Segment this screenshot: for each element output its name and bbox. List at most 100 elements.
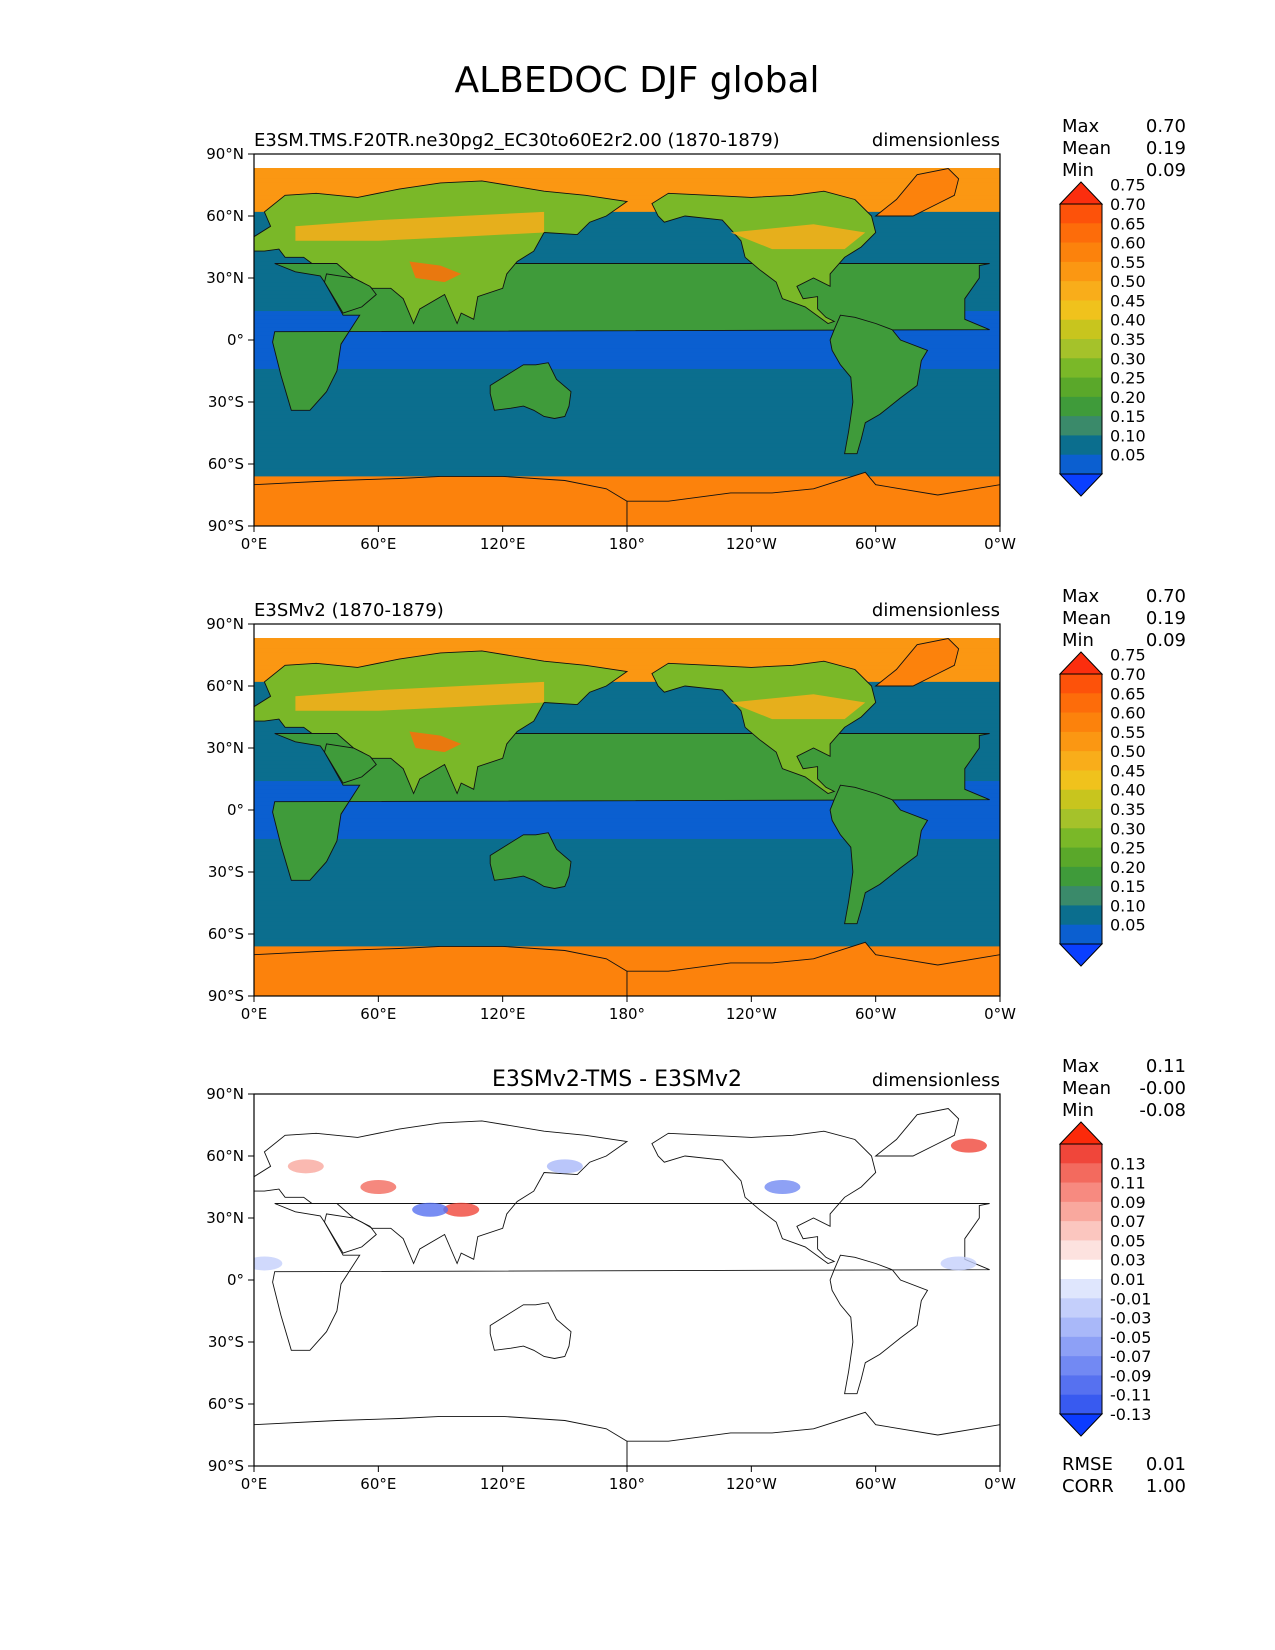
continent-greenland	[874, 638, 960, 687]
x-tick-label: 180°	[609, 535, 645, 553]
map-band	[254, 418, 1000, 424]
map-band	[254, 648, 1000, 654]
map-band	[254, 397, 1000, 403]
map-band	[254, 888, 1000, 894]
y-tick-label: 30°N	[206, 739, 244, 757]
map-band	[254, 368, 1000, 374]
x-tick-label: 120°E	[480, 1005, 526, 1023]
map-band	[254, 946, 1000, 952]
colorbar-frame	[1059, 203, 1103, 475]
map-band	[254, 406, 1000, 411]
continent-australia	[489, 362, 572, 419]
colorbar-tick-label: -0.11	[1110, 1386, 1151, 1405]
x-tick-label: 0°W	[984, 1005, 1016, 1023]
colorbar-tick-label: -0.01	[1110, 1289, 1151, 1308]
colorbar-tick-label: 0.60	[1110, 234, 1146, 253]
map-band	[254, 822, 1000, 828]
colorbar-bin	[1060, 300, 1102, 321]
map-band	[254, 644, 1000, 650]
colorbar-bin	[1060, 924, 1102, 945]
panel-title-center: E3SMv2-TMS - E3SMv2	[492, 1067, 742, 1092]
colorbar-tick-label: 0.07	[1110, 1212, 1146, 1231]
map-band	[254, 913, 1000, 919]
continent-north-america	[651, 1130, 877, 1265]
map-band	[254, 455, 1000, 461]
map-band	[254, 892, 1000, 898]
map-band	[254, 706, 1000, 712]
anomaly-patch	[764, 1180, 801, 1194]
map-band	[254, 360, 1000, 366]
extra-stat-label: CORR	[1062, 1476, 1114, 1497]
x-tick-label: 180°	[609, 1005, 645, 1023]
continent-arabia	[324, 1213, 377, 1254]
stat-label: Max	[1062, 1056, 1100, 1077]
stat-label: Mean	[1062, 138, 1111, 159]
stat-value: 0.70	[1146, 116, 1186, 137]
map-band	[254, 661, 1000, 666]
stat-value: 0.09	[1146, 630, 1186, 651]
colorbar-bin	[1060, 1375, 1102, 1396]
continent-antarctica-b	[626, 1411, 1000, 1466]
colorbar-bin	[1060, 1163, 1102, 1183]
colorbar-bin	[1060, 435, 1102, 456]
map-band	[254, 249, 1000, 254]
colorbar-tick-label: 0.09	[1110, 1193, 1146, 1212]
map-band	[254, 934, 1000, 939]
x-tick-label: 60°W	[855, 1005, 897, 1023]
x-tick-label: 0°W	[984, 1475, 1016, 1493]
x-tick-label: 120°W	[726, 1475, 777, 1493]
map-band	[254, 867, 1000, 873]
map-band	[254, 677, 1000, 683]
map-band	[254, 929, 1000, 935]
continent-antarctica-b	[626, 471, 1000, 526]
map-band	[254, 652, 1000, 658]
continent-antarctica-a	[254, 1415, 628, 1466]
continent-australia	[489, 832, 572, 889]
map-band	[254, 690, 1000, 695]
colorbar-tick-label: 0.55	[1110, 723, 1146, 742]
colorbar-tick-label: -0.07	[1110, 1347, 1151, 1366]
map-band	[254, 236, 1000, 242]
colorbar-bin	[1060, 223, 1102, 243]
x-tick-label: 120°W	[726, 1005, 777, 1023]
colorbar-bin	[1060, 1144, 1102, 1164]
colorbar-bin	[1060, 789, 1102, 810]
map-band	[254, 640, 1000, 646]
map-band	[254, 497, 1000, 502]
panel-test: 0°E 60°E 120°E 180° 120°W 60°W 0°W 90°N 60°N 30°N…	[206, 116, 1186, 553]
continent-greenland	[874, 168, 960, 217]
stat-value: 0.19	[1146, 138, 1186, 159]
colorbar-bin	[1060, 847, 1102, 868]
panel-units: dimensionless	[872, 1070, 1000, 1091]
continent-south-america	[829, 314, 929, 455]
map-band	[254, 855, 1000, 861]
map-band	[254, 451, 1000, 457]
map-band	[254, 385, 1000, 391]
map-field-test	[254, 154, 1000, 526]
figure-title: ALBEDOC DJF global	[454, 60, 819, 101]
colorbar-tick-label: 0.20	[1110, 858, 1146, 877]
map-band	[254, 182, 1000, 188]
x-tick-label: 120°E	[480, 535, 526, 553]
stat-label: Mean	[1062, 1078, 1111, 1099]
colorbar-bin	[1060, 377, 1102, 398]
map-band	[254, 954, 1000, 960]
map-band	[254, 958, 1000, 964]
x-tick-label: 0°E	[241, 1005, 268, 1023]
map-band	[254, 925, 1000, 931]
colorbar-tick-label: -0.13	[1110, 1405, 1151, 1424]
continent-antarctica-b	[626, 941, 1000, 996]
stat-label: Min	[1062, 160, 1094, 181]
map-band	[254, 723, 1000, 728]
panel-title-left: E3SMv2 (1870-1879)	[254, 600, 444, 621]
colorbar-bin	[1060, 1221, 1102, 1241]
colorbar-tick-label: -0.09	[1110, 1366, 1151, 1385]
colorbar-extend-bottom	[1058, 943, 1104, 967]
colorbar-tick-label: 0.60	[1110, 704, 1146, 723]
x-tick-label: 180°	[609, 1475, 645, 1493]
map-band	[254, 714, 1000, 720]
y-tick-label: 90°S	[208, 987, 244, 1005]
map-band	[254, 170, 1000, 176]
map-band	[254, 203, 1000, 209]
